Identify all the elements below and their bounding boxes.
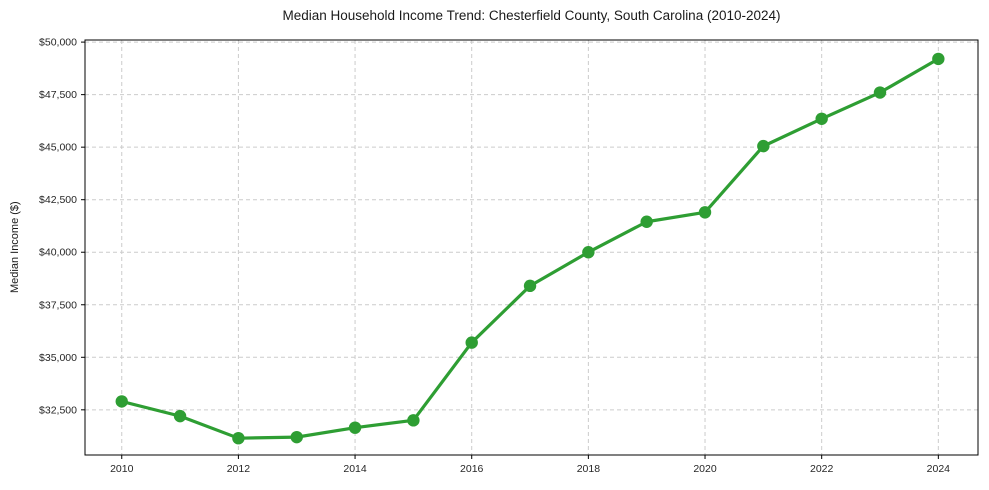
data-point-marker [232, 431, 245, 445]
data-point-marker [757, 139, 770, 153]
x-tick-label: 2016 [460, 463, 484, 475]
data-point-marker [523, 279, 537, 293]
data-point-marker [465, 336, 478, 349]
data-point-marker [932, 52, 945, 66]
y-tick-label: $35,000 [39, 352, 77, 364]
income-trend-line [120, 57, 940, 440]
data-point-marker [873, 86, 887, 99]
y-tick-label: $42,500 [39, 194, 77, 206]
y-tick-label: $47,500 [39, 89, 77, 101]
y-tick-label: $40,000 [39, 247, 77, 259]
data-point-marker [290, 430, 303, 444]
x-tick-label: 2014 [343, 463, 367, 475]
data-point-marker [348, 421, 362, 434]
x-tick-label: 2020 [693, 463, 717, 475]
plot-frame [84, 39, 979, 456]
data-point-marker [582, 246, 595, 259]
x-tick-label: 2012 [227, 463, 251, 475]
x-tick-label: 2010 [110, 463, 134, 475]
y-tick-label: $32,500 [39, 404, 77, 416]
chart-title: Median Household Income Trend: Chesterfi… [282, 8, 781, 23]
y-tick-label: $37,500 [39, 299, 77, 311]
x-tick-label: 2018 [577, 463, 601, 475]
data-point-marker [698, 206, 712, 219]
data-point-marker [407, 414, 420, 427]
x-tick-label: 2022 [810, 463, 834, 475]
data-point-marker [640, 215, 653, 228]
y-tick-label: $45,000 [39, 142, 77, 154]
data-point-marker [115, 395, 128, 408]
x-tick-label: 2024 [927, 463, 951, 475]
data-point-marker [815, 112, 828, 125]
data-point-marker [173, 409, 187, 423]
y-tick-label: $50,000 [39, 37, 77, 49]
